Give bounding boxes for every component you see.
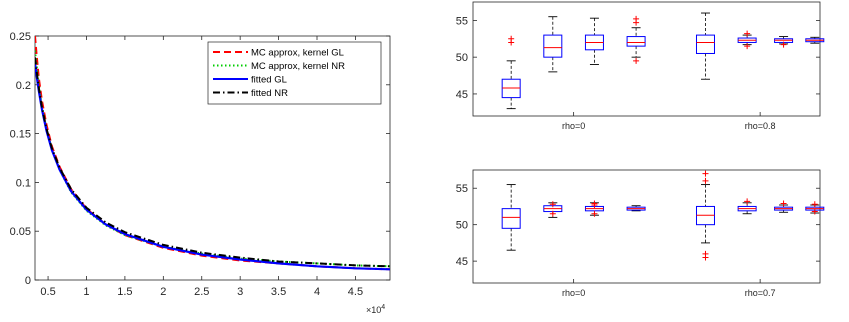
box-8 (805, 201, 825, 215)
x-tick-label: 4 (314, 286, 320, 298)
legend-label: fitted NR (251, 88, 288, 99)
outlier-marker (780, 41, 787, 48)
boxplot-bottom: 45 50 55 rho=0 rho=0.7 (456, 169, 825, 298)
boxplot-area (472, 1, 821, 117)
y-tick-label: 55 (456, 183, 468, 195)
box-iqr (695, 34, 715, 54)
group-label: rho=0.8 (745, 121, 776, 131)
legend-label: MC approx, kernel GL (251, 48, 344, 59)
outlier-marker (702, 250, 709, 257)
outlier-marker (744, 43, 751, 50)
outlier-marker (702, 170, 709, 177)
box-6 (737, 30, 757, 50)
x-tick-label: 1 (83, 286, 89, 298)
group-label: rho=0 (562, 121, 585, 131)
series-line-mc-approx-kernel-gl (35, 36, 390, 271)
box-4 (626, 205, 646, 212)
x-tick-label: 0.5 (40, 286, 55, 298)
box-2 (543, 16, 563, 73)
box-7 (774, 200, 794, 213)
x-tick-label: 2 (160, 286, 166, 298)
y-tick-label: 0.25 (10, 31, 31, 43)
y-tick-label: 55 (456, 15, 468, 27)
x-tick-label: 4.5 (348, 286, 363, 298)
outlier-marker (811, 208, 818, 215)
legend-label: fitted GL (251, 75, 287, 86)
boxplot-top: 45 50 55 rho=0 rho=0.8 (456, 1, 825, 131)
outlier-marker (744, 198, 751, 205)
y-tick-label: 45 (456, 89, 468, 101)
box-3 (584, 17, 604, 65)
box-iqr (626, 36, 646, 47)
outlier-marker (549, 201, 556, 208)
box-7 (774, 36, 794, 48)
outlier-marker (591, 200, 598, 207)
box-5 (695, 170, 715, 261)
y-tick-label: 50 (456, 52, 468, 64)
x-multiplier-label: ×104 (366, 304, 385, 315)
box-8 (805, 36, 825, 44)
outlier-marker (633, 57, 640, 64)
legend-label: MC approx, kernel NR (251, 61, 345, 72)
outlier-marker (702, 177, 709, 184)
x-multiplier-exponent: 4 (381, 304, 385, 311)
line-chart: 0.5 1 1.5 2 2.5 3 3.5 4 4.5 0 0.05 0.1 0.15 0.2 0.25 ×1… (10, 31, 391, 315)
box-5 (695, 12, 715, 80)
outlier-marker (508, 35, 515, 42)
x-tick-label: 2.5 (194, 286, 209, 298)
outlier-marker (780, 200, 787, 207)
y-tick-label: 45 (456, 256, 468, 268)
group-label: rho=0.7 (745, 288, 776, 298)
box-4 (626, 15, 646, 64)
x-tick-label: 3 (237, 286, 243, 298)
series-line-fitted-nr (35, 57, 390, 268)
box-1 (501, 35, 521, 110)
box-1 (501, 184, 521, 251)
x-tick-label: 1.5 (117, 286, 132, 298)
outlier-marker (811, 201, 818, 208)
legend: MC approx, kernel GL MC approx, kernel NR… (207, 41, 382, 105)
y-tick-label: 0.05 (10, 226, 31, 238)
box-3 (584, 200, 604, 217)
y-tick-label: 0.15 (10, 129, 31, 141)
group-label: rho=0 (562, 288, 585, 298)
boxplot-area (472, 169, 821, 284)
outlier-marker (549, 210, 556, 217)
y-tick-label: 50 (456, 220, 468, 232)
outlier-marker (744, 30, 751, 37)
series-group (35, 36, 390, 271)
outlier-marker (591, 210, 598, 217)
y-tick-label: 0.2 (16, 80, 31, 92)
box-iqr (543, 34, 563, 58)
y-tick-label: 0.1 (16, 177, 31, 189)
y-tick-label: 0 (25, 275, 31, 287)
box-2 (543, 201, 563, 218)
box-6 (737, 198, 757, 215)
x-tick-label: 3.5 (271, 286, 286, 298)
outlier-marker (633, 15, 640, 22)
box-iqr (501, 208, 521, 229)
